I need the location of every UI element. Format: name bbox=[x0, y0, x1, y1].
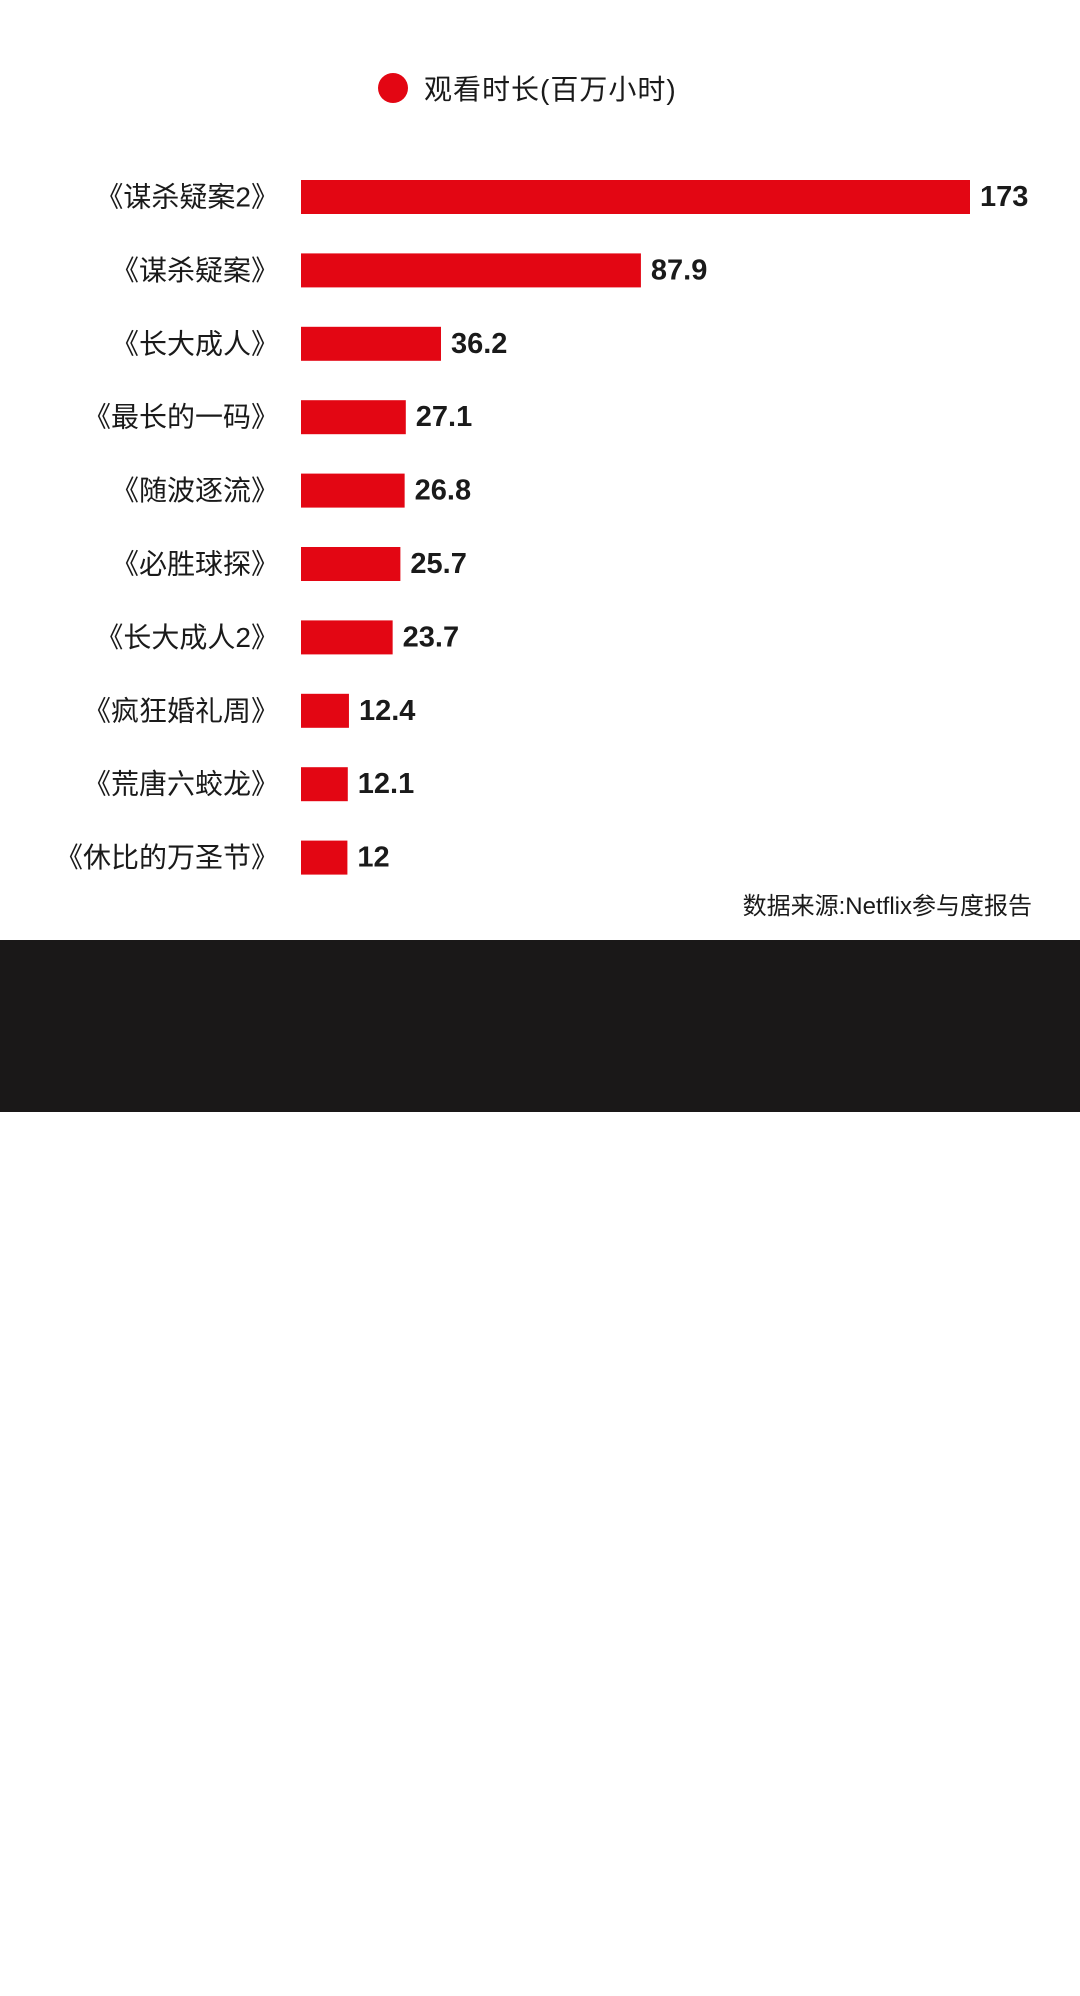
category-label: 《荒唐六蛟龙》 bbox=[83, 769, 279, 800]
forbes-logo: Forbes bbox=[804, 1918, 1037, 1996]
bar bbox=[301, 840, 348, 875]
category-label: 《疯狂婚礼周》 bbox=[83, 695, 279, 726]
category-label: 《长大成人》 bbox=[111, 328, 279, 359]
category-label: 《随波逐流》 bbox=[111, 475, 279, 506]
value-label: 25.7 bbox=[410, 548, 466, 580]
category-label: 《休比的万圣节》 bbox=[55, 842, 279, 873]
category-label: 《必胜球探》 bbox=[111, 549, 279, 580]
category-label: 《谋杀疑案》 bbox=[111, 255, 279, 286]
legend-label: 观看时长(百万小时) bbox=[424, 74, 677, 105]
bar bbox=[301, 547, 401, 581]
bar-chart: 《谋杀疑案2》 173 《谋杀疑案》 87.9 《长大成人》 36.2 《最长的一码》 27.… bbox=[55, 180, 1028, 875]
value-label: 12.4 bbox=[359, 695, 415, 727]
category-label: 《最长的一码》 bbox=[83, 402, 279, 433]
bar bbox=[301, 620, 393, 655]
bar bbox=[301, 767, 348, 802]
chart-area: 观看时长(百万小时) 《谋杀疑案2》 173 《谋杀疑案》 87.9 《长大成人》 36.… bbox=[0, 0, 1080, 940]
value-label: 12.1 bbox=[358, 768, 414, 800]
value-label: 23.7 bbox=[403, 621, 459, 653]
bar bbox=[301, 473, 405, 508]
legend-dot bbox=[378, 73, 408, 103]
footer: 福布斯 Forbes bbox=[0, 940, 1080, 1996]
value-label: 173 bbox=[980, 181, 1028, 213]
bar bbox=[301, 693, 349, 728]
value-label: 26.8 bbox=[415, 475, 471, 507]
category-label: 《长大成人2》 bbox=[95, 622, 279, 653]
source-note: 数据来源:Netflix参与度报告 bbox=[742, 893, 1032, 920]
bar bbox=[301, 253, 641, 288]
bar bbox=[301, 400, 406, 435]
value-label: 87.9 bbox=[651, 254, 707, 286]
value-label: 27.1 bbox=[416, 401, 472, 433]
legend: 观看时长(百万小时) bbox=[378, 68, 677, 108]
value-label: 36.2 bbox=[451, 328, 507, 360]
category-label: 《谋杀疑案2》 bbox=[95, 182, 279, 213]
bar bbox=[301, 326, 441, 361]
bar bbox=[301, 180, 970, 214]
value-label: 12 bbox=[357, 842, 389, 874]
